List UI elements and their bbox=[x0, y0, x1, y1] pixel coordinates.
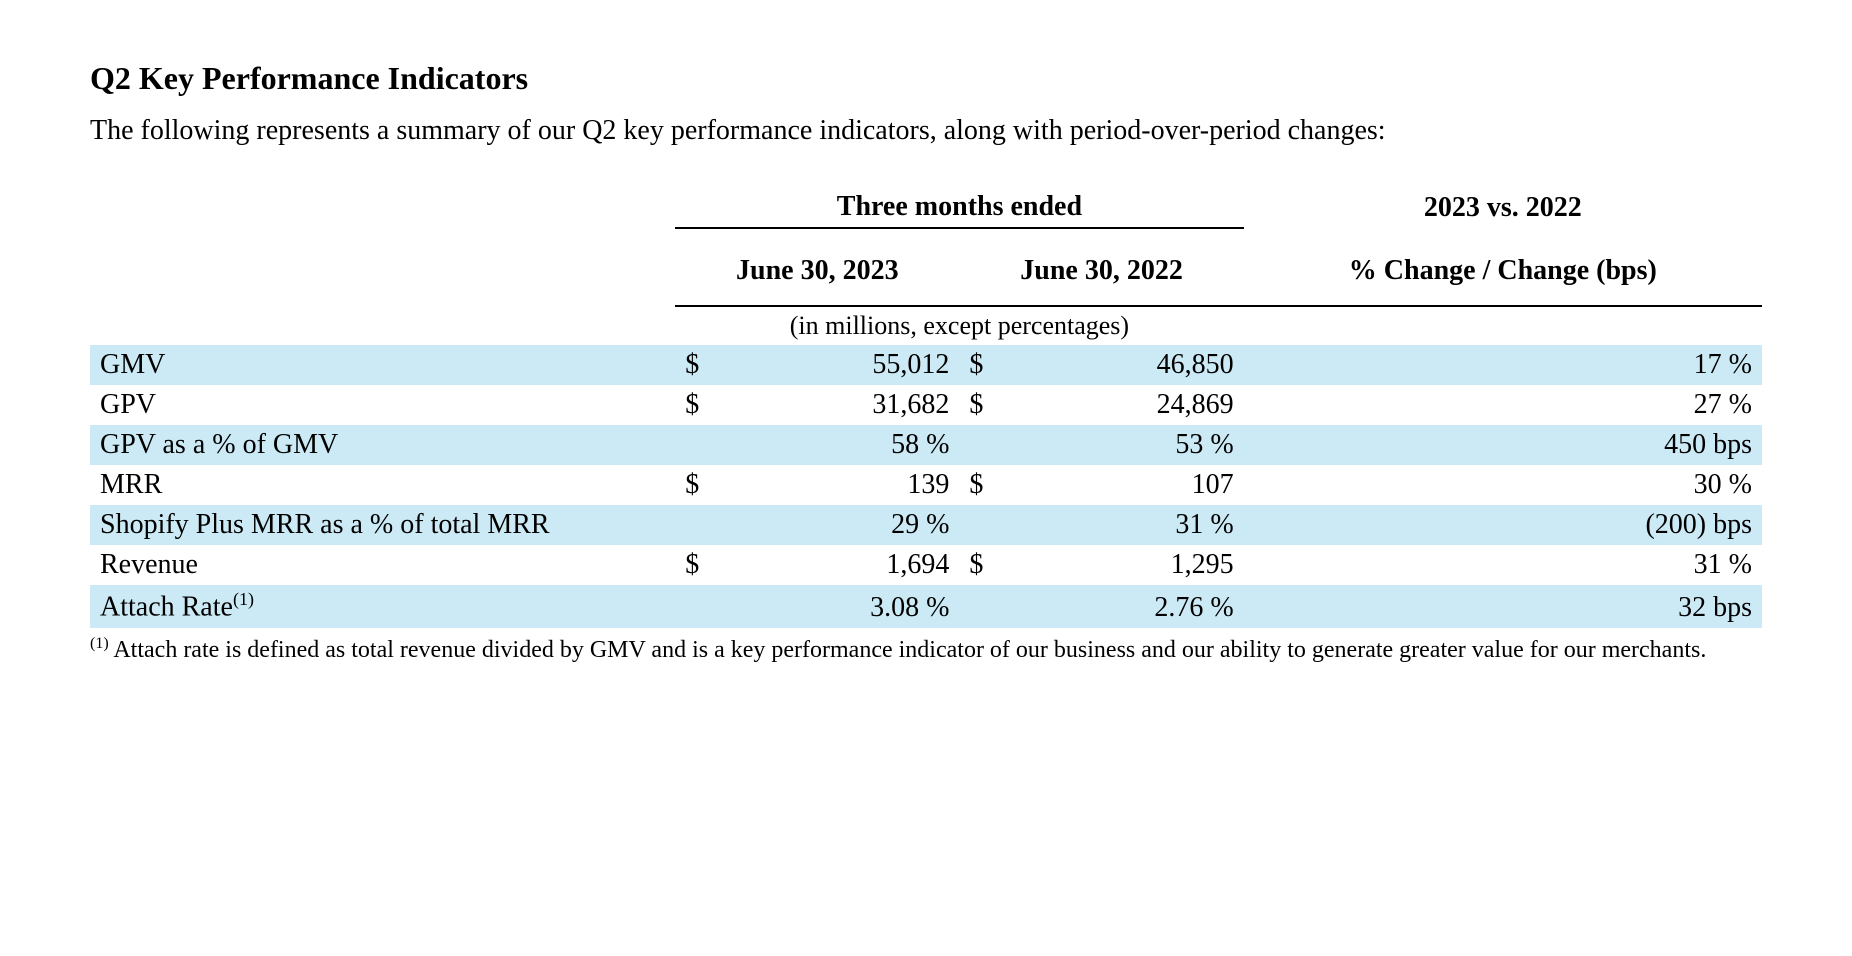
value-period2: 24,869 bbox=[1010, 385, 1244, 425]
currency-symbol: $ bbox=[675, 465, 725, 505]
units-note: (in millions, except percentages) bbox=[675, 306, 1243, 345]
footnote-text: Attach rate is defined as total revenue … bbox=[113, 637, 1706, 663]
value-period2: 107 bbox=[1010, 465, 1244, 505]
currency-symbol: $ bbox=[675, 345, 725, 385]
footnote: (1) Attach rate is defined as total reve… bbox=[90, 634, 1762, 665]
row-label: Shopify Plus MRR as a % of total MRR bbox=[90, 505, 675, 545]
value-period1: 139 bbox=[725, 465, 959, 505]
currency-symbol bbox=[675, 425, 725, 465]
row-label: Revenue bbox=[90, 545, 675, 585]
table-row: GPV as a % of GMV 58 % 53 %450 bps bbox=[90, 425, 1762, 465]
section-title: Q2 Key Performance Indicators bbox=[90, 60, 1762, 97]
value-change: 27 % bbox=[1244, 385, 1762, 425]
value-change: 30 % bbox=[1244, 465, 1762, 505]
table-row: GMV$55,012$46,85017 % bbox=[90, 345, 1762, 385]
value-period1: 58 % bbox=[725, 425, 959, 465]
currency-symbol: $ bbox=[959, 345, 1009, 385]
header-period1: June 30, 2023 bbox=[675, 251, 959, 291]
table-header-row: Three months ended 2023 vs. 2022 bbox=[90, 187, 1762, 228]
header-change: % Change / Change (bps) bbox=[1244, 251, 1762, 291]
section-intro: The following represents a summary of ou… bbox=[90, 115, 1762, 147]
value-period2: 31 % bbox=[1010, 505, 1244, 545]
row-label: MRR bbox=[90, 465, 675, 505]
table-row: GPV$31,682$24,86927 % bbox=[90, 385, 1762, 425]
table-row: MRR$139$10730 % bbox=[90, 465, 1762, 505]
table-row: Shopify Plus MRR as a % of total MRR 29 %… bbox=[90, 505, 1762, 545]
value-period1: 3.08 % bbox=[725, 585, 959, 627]
value-period1: 29 % bbox=[725, 505, 959, 545]
table-row: Attach Rate(1) 3.08 % 2.76 %32 bps bbox=[90, 585, 1762, 627]
footnote-marker: (1) bbox=[90, 635, 109, 652]
header-compare: 2023 vs. 2022 bbox=[1244, 187, 1762, 228]
row-label: Attach Rate(1) bbox=[90, 585, 675, 627]
units-row: (in millions, except percentages) bbox=[90, 306, 1762, 345]
value-period2: 2.76 % bbox=[1010, 585, 1244, 627]
currency-symbol bbox=[959, 425, 1009, 465]
kpi-table: Three months ended 2023 vs. 2022 June 30… bbox=[90, 187, 1762, 628]
row-label: GMV bbox=[90, 345, 675, 385]
value-change: 17 % bbox=[1244, 345, 1762, 385]
table-subheader-row: June 30, 2023 June 30, 2022 % Change / C… bbox=[90, 251, 1762, 291]
value-change: (200) bps bbox=[1244, 505, 1762, 545]
value-period1: 31,682 bbox=[725, 385, 959, 425]
footnote-ref: (1) bbox=[233, 589, 254, 609]
currency-symbol: $ bbox=[959, 385, 1009, 425]
currency-symbol bbox=[675, 585, 725, 627]
document-page: Q2 Key Performance Indicators The follow… bbox=[0, 0, 1852, 956]
value-period1: 55,012 bbox=[725, 345, 959, 385]
currency-symbol: $ bbox=[959, 545, 1009, 585]
currency-symbol: $ bbox=[675, 385, 725, 425]
value-period2: 46,850 bbox=[1010, 345, 1244, 385]
value-change: 31 % bbox=[1244, 545, 1762, 585]
header-period2: June 30, 2022 bbox=[959, 251, 1243, 291]
currency-symbol: $ bbox=[959, 465, 1009, 505]
table-row: Revenue$1,694$1,29531 % bbox=[90, 545, 1762, 585]
value-change: 32 bps bbox=[1244, 585, 1762, 627]
value-period1: 1,694 bbox=[725, 545, 959, 585]
row-label: GPV as a % of GMV bbox=[90, 425, 675, 465]
currency-symbol bbox=[675, 505, 725, 545]
value-period2: 53 % bbox=[1010, 425, 1244, 465]
currency-symbol bbox=[959, 585, 1009, 627]
currency-symbol bbox=[959, 505, 1009, 545]
value-period2: 1,295 bbox=[1010, 545, 1244, 585]
value-change: 450 bps bbox=[1244, 425, 1762, 465]
header-period-span: Three months ended bbox=[675, 187, 1243, 228]
row-label: GPV bbox=[90, 385, 675, 425]
currency-symbol: $ bbox=[675, 545, 725, 585]
